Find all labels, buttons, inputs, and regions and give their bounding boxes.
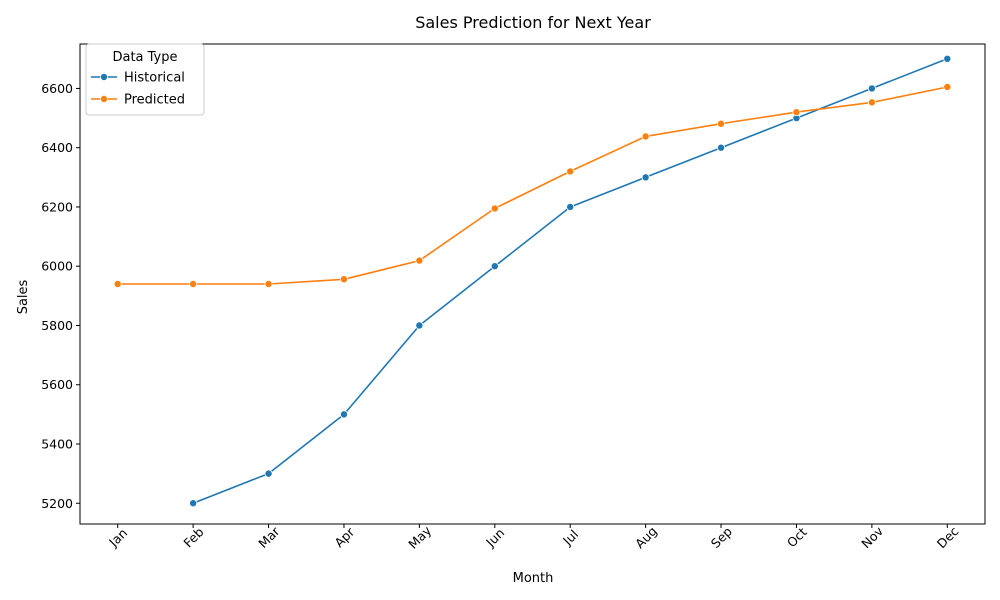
x-axis-label: Month: [513, 571, 554, 586]
y-tick-label: 6000: [41, 259, 73, 274]
historical-point: [264, 469, 273, 478]
predicted-point: [189, 279, 198, 288]
y-axis-label: Sales: [16, 279, 31, 314]
legend-box: [85, 43, 205, 116]
y-tick-label: 6600: [41, 81, 73, 96]
predicted-point: [339, 275, 348, 284]
historical-point: [566, 202, 575, 211]
y-tick-label: 5400: [41, 437, 73, 452]
predicted-line: [117, 86, 948, 285]
legend-label-historical: Historical: [124, 71, 185, 86]
predicted-point: [792, 108, 801, 117]
predicted-point: [717, 119, 726, 128]
historical-point: [867, 84, 876, 93]
historical-point: [339, 410, 348, 419]
chart-title: Sales Prediction for Next Year: [415, 13, 651, 32]
y-tick-label: 6400: [41, 140, 73, 155]
predicted-point: [641, 132, 650, 141]
y-tick-label: 5200: [41, 496, 73, 511]
legend-title: Data Type: [112, 50, 177, 65]
historical-point: [490, 262, 499, 271]
legend-label-predicted: Predicted: [124, 93, 185, 108]
predicted-point: [113, 279, 122, 288]
legend-marker-historical: [100, 73, 109, 82]
legend-marker-predicted: [100, 95, 109, 104]
historical-point: [943, 54, 952, 63]
y-tick-label: 5600: [41, 377, 73, 392]
plot-frame: [79, 43, 986, 525]
y-tick-label: 6200: [41, 199, 73, 214]
predicted-point: [490, 204, 499, 213]
predicted-point: [264, 279, 273, 288]
historical-point: [717, 143, 726, 152]
predicted-point: [943, 82, 952, 91]
historical-point: [641, 173, 650, 182]
y-tick-label: 5800: [41, 318, 73, 333]
historical-point: [415, 321, 424, 330]
predicted-point: [415, 256, 424, 265]
legend: Data Type Historical Predicted: [85, 43, 205, 116]
predicted-point: [566, 167, 575, 176]
historical-point: [189, 499, 198, 508]
predicted-point: [867, 98, 876, 107]
